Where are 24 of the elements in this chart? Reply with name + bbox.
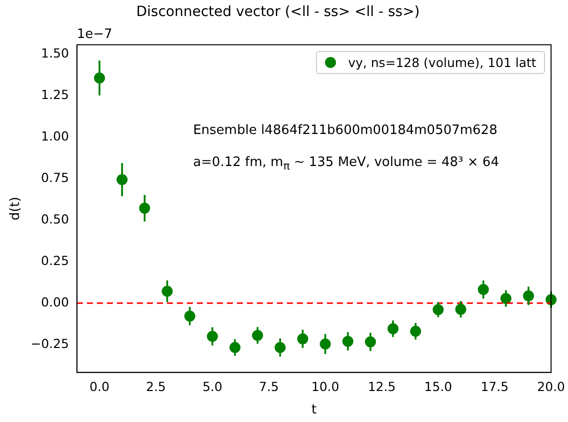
annotation: a=0.12 fm, m$_{π}$ ∼ 135 MeV, volume = 48³ × 64	[193, 154, 499, 172]
x-tick-label: 15.0	[424, 379, 452, 394]
x-tick-label: 10.0	[311, 379, 340, 394]
y-tick-label: 1.25	[41, 86, 69, 102]
x-tick-label: 7.5	[258, 379, 279, 394]
x-tick-label: 5.0	[202, 379, 222, 394]
y-tick-label: 0.75	[41, 170, 69, 185]
y-tick-label: 0.50	[41, 211, 69, 226]
y-tick-label: 0.25	[41, 252, 69, 268]
y-tick-label: 1.50	[41, 45, 69, 60]
x-axis-title: t	[311, 402, 317, 418]
x-tick-label: 2.5	[146, 379, 166, 394]
legend-label: vy, ns=128 (volume), 101 latt	[348, 54, 536, 70]
x-tick-label: 17.5	[480, 379, 509, 394]
x-tick-label: 12.5	[368, 379, 396, 394]
x-tick-label: 20.0	[537, 379, 566, 394]
x-tick-label: 0.0	[90, 379, 110, 394]
annotation: Ensemble l4864f211b600m00184m0507m628	[193, 123, 498, 138]
y-tick-label: −0.25	[30, 336, 69, 351]
chart-title: Disconnected vector (<ll - ss> <ll - ss>)	[136, 4, 420, 20]
text: 1e−7	[76, 26, 112, 42]
y-axis-title: d(t)	[8, 196, 24, 220]
y-tick-label: 0.00	[41, 294, 69, 310]
y-tick-label: 1.00	[41, 128, 69, 144]
